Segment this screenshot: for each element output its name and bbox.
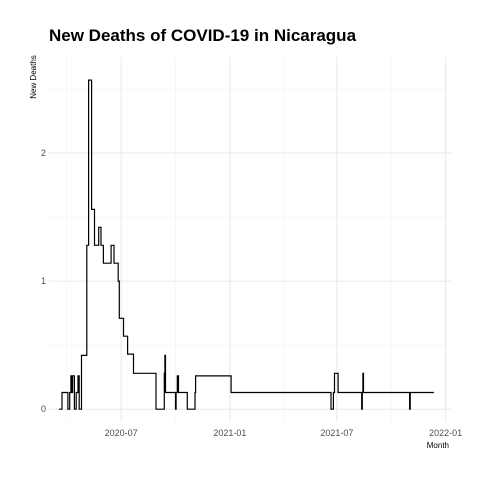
- x-axis: 2020-07 2021-01 2021-07 2022-01: [105, 428, 463, 438]
- x-tick-label: 2021-01: [213, 428, 246, 438]
- y-axis-title: New Deaths: [29, 55, 38, 99]
- x-tick-label: 2020-07: [105, 428, 138, 438]
- series-line: [59, 79, 434, 410]
- chart-title: New Deaths of COVID-19 in Nicaragua: [49, 26, 357, 45]
- x-tick-label: 2021-07: [320, 428, 353, 438]
- y-tick-label: 2: [41, 148, 46, 158]
- grid: [49, 57, 451, 422]
- y-tick-label: 0: [41, 404, 46, 414]
- x-tick-label: 2022-01: [429, 428, 462, 438]
- x-axis-title: Month: [427, 441, 449, 450]
- y-axis: 0 1 2: [41, 148, 46, 414]
- y-tick-label: 1: [41, 276, 46, 286]
